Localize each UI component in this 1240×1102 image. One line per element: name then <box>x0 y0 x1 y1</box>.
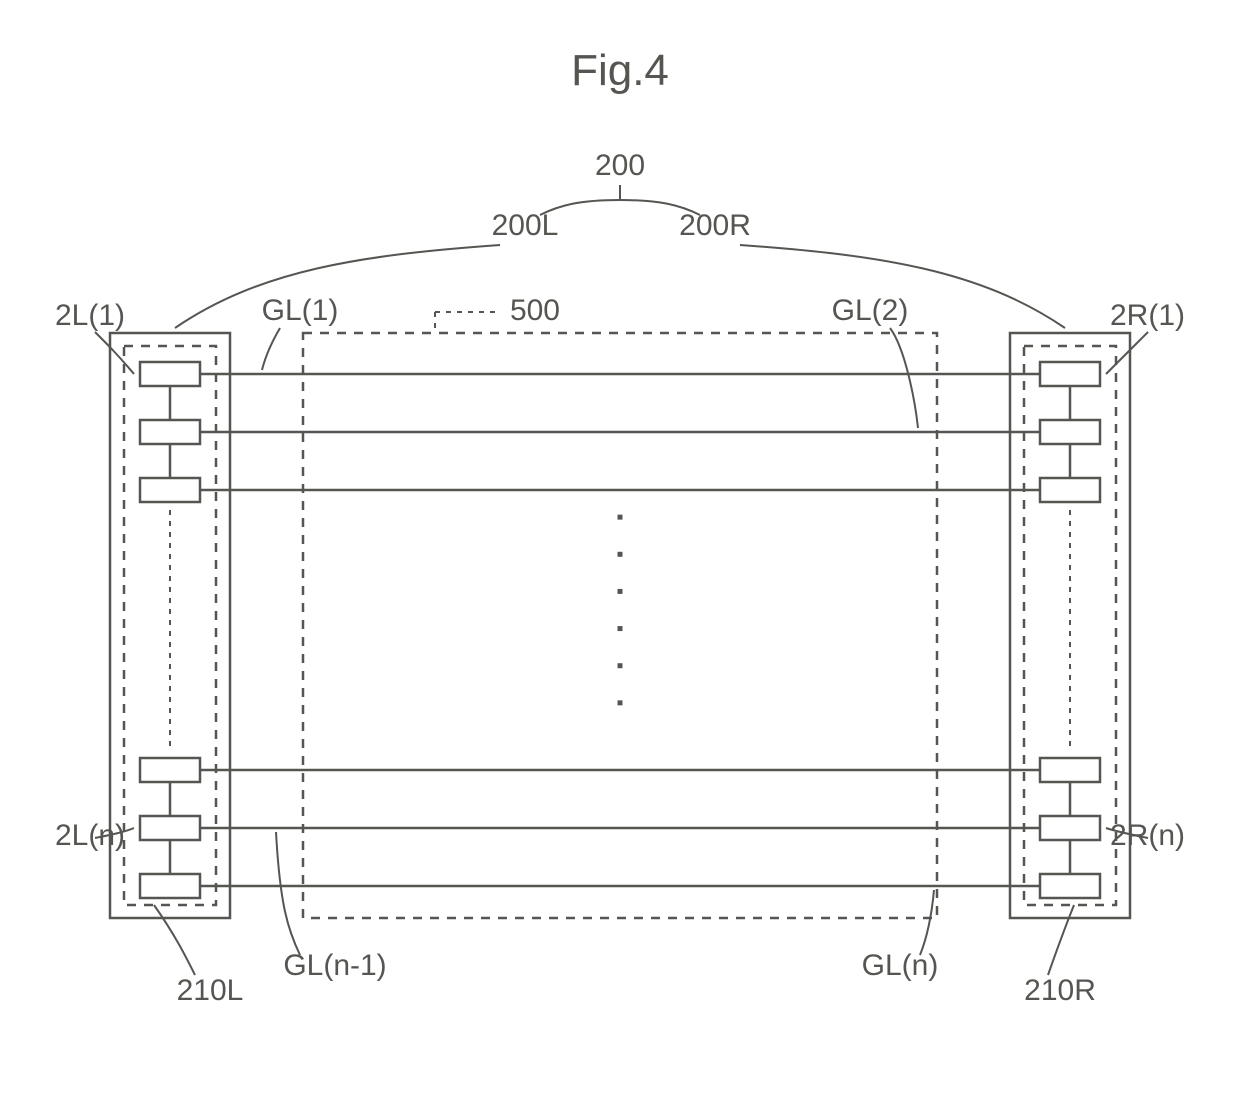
figure-title: Fig.4 <box>571 46 669 95</box>
right-stage-cell <box>1040 816 1100 840</box>
right-stage-cell <box>1040 420 1100 444</box>
left-stage-cell <box>140 362 200 386</box>
right-stage-cell <box>1040 874 1100 898</box>
display-area-500 <box>303 333 937 918</box>
label-2Ln: 2L(n) <box>55 819 125 852</box>
left-stage-cell <box>140 874 200 898</box>
left-stage-cell <box>140 816 200 840</box>
label-GLn: GL(n) <box>862 949 939 982</box>
label-500: 500 <box>510 294 560 327</box>
right-stage-cell <box>1040 362 1100 386</box>
label-200R: 200R <box>679 209 751 242</box>
figure-diagram: Fig.4 200 200L 200R GL(1) GL(2) 500 2L(1) 2R(1) 2… <box>0 0 1240 1102</box>
label-210R: 210R <box>1024 974 1096 1007</box>
label-2L1: 2L(1) <box>55 299 125 332</box>
label-200L: 200L <box>492 209 559 242</box>
right-driver-inner <box>1024 346 1116 905</box>
left-stage-cell <box>140 478 200 502</box>
right-stage-cell <box>1040 478 1100 502</box>
label-2R1: 2R(1) <box>1110 299 1185 332</box>
label-GL1: GL(1) <box>262 294 339 327</box>
label-2Rn: 2R(n) <box>1110 819 1185 852</box>
label-200: 200 <box>595 149 645 182</box>
left-stage-cell <box>140 420 200 444</box>
right-stage-cell <box>1040 758 1100 782</box>
left-driver-inner <box>124 346 216 905</box>
left-stage-cell <box>140 758 200 782</box>
label-GL2: GL(2) <box>832 294 909 327</box>
label-210L: 210L <box>177 974 244 1007</box>
